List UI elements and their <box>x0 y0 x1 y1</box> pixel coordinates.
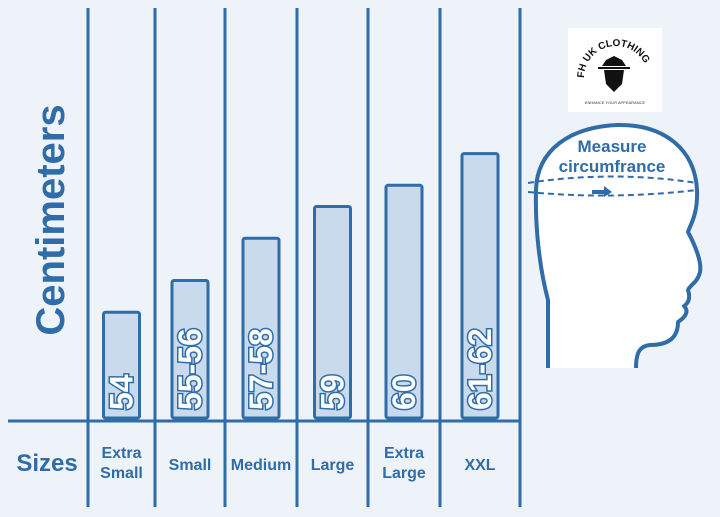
x-axis-label: Sizes <box>16 450 77 477</box>
bar-value-label: 59 <box>315 374 351 410</box>
bars: 54 55-56 57-58 59 60 61-62 <box>102 152 500 420</box>
category-label: Small <box>100 465 143 482</box>
category-label: XXL <box>464 457 495 474</box>
y-axis-label: Centimeters <box>29 104 73 335</box>
circumference-label: circumfrance <box>559 157 666 176</box>
bar-value-label: 55-56 <box>172 328 208 410</box>
measure-label: Measure <box>578 137 647 156</box>
bar-value-label: 61-62 <box>462 328 498 410</box>
bar-extra-large <box>384 183 424 420</box>
bar-value-label: 60 <box>386 374 422 410</box>
measure-line-front <box>527 189 698 197</box>
hat-man-icon <box>598 56 630 69</box>
bar-medium <box>241 236 281 420</box>
category-label: Extra <box>384 445 424 462</box>
category-label: Extra <box>101 445 141 462</box>
brand-logo: FH UK CLOTHING ENHANCE YOUR APPEARANCE <box>568 28 662 112</box>
bar-large <box>313 204 352 420</box>
bar-extra-small <box>102 310 141 420</box>
category-label: Small <box>169 457 212 474</box>
face-mask-shape <box>604 70 624 92</box>
bar-value-label: 54 <box>104 374 140 410</box>
logo-tagline: ENHANCE YOUR APPEARANCE <box>585 100 646 105</box>
arrow-icon <box>592 186 612 197</box>
category-labels: Extra Small Small Medium Large Extra Large XXL <box>100 445 496 482</box>
head-illustration: Measure circumfrance <box>527 122 703 369</box>
measure-line-back <box>527 175 698 184</box>
head-profile-icon <box>533 122 703 369</box>
category-label: Large <box>382 465 426 482</box>
category-label: Large <box>311 457 355 474</box>
bar-xxl <box>460 152 500 420</box>
bar-small <box>170 279 210 420</box>
bar-value-label: 57-58 <box>243 328 279 410</box>
category-label: Medium <box>231 457 291 474</box>
grid-lines <box>8 8 522 507</box>
